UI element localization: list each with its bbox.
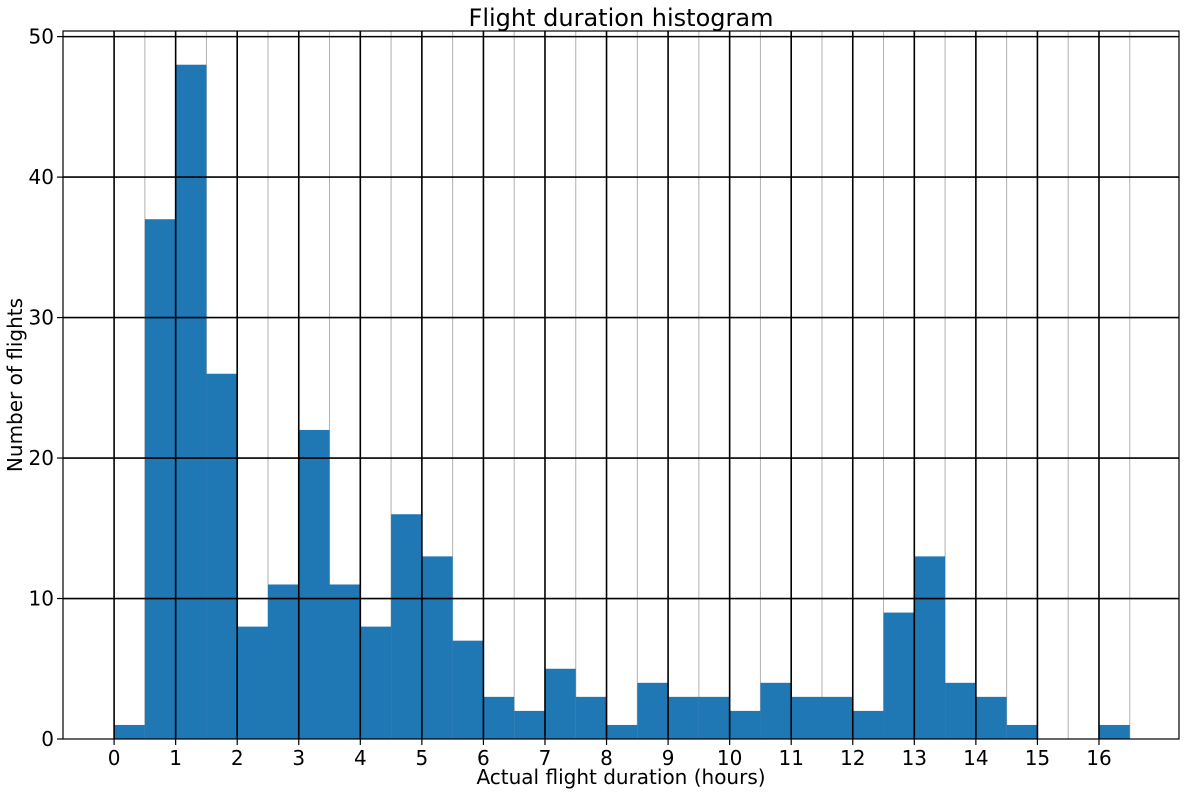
major-gridlines — [63, 31, 1179, 739]
histogram-bar — [114, 724, 145, 739]
histogram-bar — [1098, 724, 1130, 739]
histogram-bar — [514, 710, 545, 739]
x-tick-label: 0 — [108, 746, 121, 770]
histogram-bar — [483, 696, 515, 739]
histogram-bar — [637, 682, 669, 739]
histogram-bar — [575, 696, 607, 739]
histogram-bar — [360, 626, 392, 739]
y-tick-label: 40 — [29, 165, 54, 189]
x-tick-label: 1 — [169, 746, 182, 770]
histogram-bar — [237, 626, 268, 739]
histogram-bar — [729, 710, 761, 739]
histogram-bar — [852, 710, 884, 739]
histogram-bar — [421, 556, 453, 739]
histogram-bar — [975, 696, 1007, 739]
plot-frame — [62, 30, 1180, 740]
histogram-bar — [452, 640, 484, 739]
x-axis-ticks: 0 1 2 3 4 5 6 7 8 9 10 11 12 13 14 15 16 — [108, 739, 1112, 770]
bars — [114, 64, 1130, 739]
x-tick-label: 8 — [600, 746, 613, 770]
histogram-bar — [606, 724, 638, 739]
histogram-bar — [1006, 724, 1038, 739]
histogram-bar — [298, 429, 330, 739]
histogram-bar — [668, 696, 699, 739]
y-axis-label: Number of flights — [3, 298, 27, 472]
histogram-bar — [175, 64, 207, 739]
y-axis-ticks: 0 10 20 30 40 50 — [29, 25, 63, 751]
y-tick-label: 0 — [41, 727, 54, 751]
y-tick-label: 30 — [29, 306, 54, 330]
histogram-bar — [267, 584, 299, 739]
x-tick-label: 3 — [292, 746, 305, 770]
histogram-bar — [329, 584, 361, 739]
x-tick-label: 12 — [840, 746, 865, 770]
histogram-bar — [883, 612, 915, 739]
x-tick-label: 11 — [778, 746, 803, 770]
histogram-bar — [945, 682, 976, 739]
x-tick-label: 10 — [717, 746, 742, 770]
histogram-bar — [391, 514, 422, 739]
histogram-bar — [144, 219, 176, 739]
x-tick-label: 7 — [539, 746, 552, 770]
x-tick-label: 16 — [1086, 746, 1111, 770]
histogram-bar — [821, 696, 853, 739]
x-tick-label: 15 — [1025, 746, 1050, 770]
histogram-bar — [698, 696, 730, 739]
x-tick-label: 6 — [477, 746, 490, 770]
x-tick-label: 4 — [354, 746, 367, 770]
y-tick-label: 50 — [29, 25, 54, 49]
x-tick-label: 14 — [963, 746, 988, 770]
histogram-bar — [914, 556, 946, 739]
histogram-bar — [760, 682, 792, 739]
x-tick-label: 9 — [662, 746, 675, 770]
x-axis-label: Actual flight duration (hours) — [476, 765, 765, 789]
x-tick-label: 13 — [902, 746, 927, 770]
x-tick-label: 2 — [231, 746, 244, 770]
y-tick-label: 10 — [29, 587, 54, 611]
histogram-bar — [544, 668, 576, 739]
chart-title: Flight duration histogram — [469, 4, 774, 32]
x-tick-label: 5 — [416, 746, 429, 770]
y-tick-label: 20 — [29, 446, 54, 470]
histogram-bar — [206, 373, 238, 739]
histogram-bar — [791, 696, 822, 739]
